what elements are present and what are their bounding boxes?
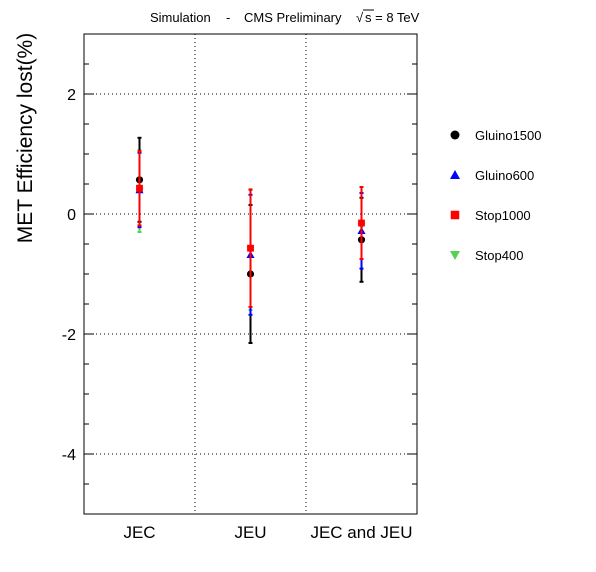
x-tick-label: JEC	[123, 523, 155, 542]
y-tick-label: -2	[62, 327, 76, 344]
y-tick-label: 0	[67, 207, 76, 224]
legend-label: Gluino600	[475, 168, 534, 183]
x-axis: JEC JEU JEC and JEU	[123, 523, 412, 542]
legend-marker	[450, 130, 460, 140]
chart-title: Simulation - CMS Preliminary √ s = 8 TeV	[150, 9, 420, 25]
legend-label: Stop1000	[475, 208, 531, 223]
title-left: Simulation	[150, 10, 211, 25]
data-point	[136, 184, 143, 192]
series-stop1000	[136, 150, 365, 308]
legend-item: Gluino600	[450, 168, 534, 183]
legend-marker	[450, 210, 460, 220]
data-marks	[135, 136, 366, 344]
legend-item: Stop1000	[450, 208, 531, 223]
legend-label: Stop400	[475, 248, 523, 263]
y-axis: -4 -2 0 2	[62, 33, 417, 515]
grid	[84, 34, 417, 514]
legend-item: Gluino1500	[450, 128, 542, 143]
legend-label: Gluino1500	[475, 128, 542, 143]
data-point	[247, 244, 254, 252]
y-tick-label: -4	[62, 447, 76, 464]
title-energy: s = 8 TeV	[365, 10, 420, 25]
legend: Gluino1500 Gluino600 Stop1000 Stop400	[450, 128, 542, 263]
x-tick-label: JEC and JEU	[310, 523, 412, 542]
legend-item: Stop400	[450, 248, 523, 263]
title-right: CMS Preliminary	[244, 10, 342, 25]
title-separator: -	[226, 10, 230, 25]
x-tick-label: JEU	[234, 523, 266, 542]
legend-marker	[450, 170, 460, 179]
y-axis-label: MET Efficiency lost(%)	[14, 33, 37, 243]
data-point	[358, 219, 365, 227]
legend-marker	[450, 251, 460, 260]
y-tick-label: 2	[67, 87, 76, 104]
title-energy-sqrt: √	[356, 10, 364, 25]
